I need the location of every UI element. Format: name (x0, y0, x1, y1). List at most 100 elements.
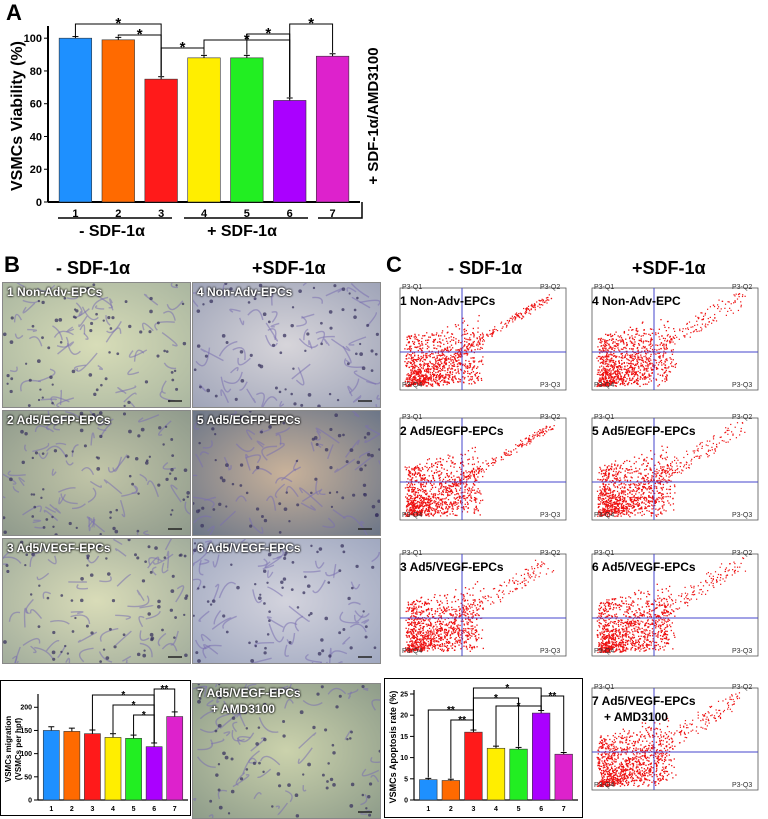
event (654, 504, 656, 507)
cell-nucleus (31, 456, 34, 460)
cell-process (315, 427, 340, 444)
event (405, 365, 408, 368)
cell-process (195, 347, 211, 367)
x-tick-label: 1 (49, 806, 53, 813)
event (425, 504, 427, 506)
event (648, 375, 651, 377)
event (610, 352, 612, 354)
event (449, 349, 452, 351)
cell-process (145, 610, 161, 620)
event (622, 509, 625, 512)
event (449, 346, 451, 348)
event (460, 342, 462, 344)
event (417, 489, 419, 492)
event (604, 339, 606, 341)
cell-nucleus (359, 467, 363, 472)
cell-nucleus (93, 392, 97, 397)
event (430, 384, 432, 387)
event (665, 367, 667, 369)
cell-nucleus (149, 296, 153, 301)
event (643, 497, 646, 499)
event (437, 497, 440, 499)
event (404, 487, 407, 489)
event (408, 504, 410, 506)
event (413, 363, 415, 365)
event (409, 346, 411, 349)
cell-nucleus (136, 529, 140, 533)
event (437, 370, 439, 372)
event (472, 489, 474, 492)
event (613, 485, 615, 487)
event (409, 348, 411, 350)
event (426, 462, 428, 465)
event (520, 318, 523, 320)
event (408, 474, 410, 477)
event (666, 467, 668, 470)
event (423, 497, 425, 499)
event (415, 480, 417, 482)
event (600, 342, 602, 344)
event (644, 506, 646, 508)
event (666, 320, 669, 323)
y-tick-label: 0 (36, 197, 42, 209)
event (619, 513, 621, 515)
cell-process (214, 684, 218, 688)
event (547, 296, 549, 299)
event (424, 498, 426, 501)
event (460, 473, 462, 476)
event (409, 375, 412, 377)
event (545, 300, 547, 302)
event (643, 346, 646, 348)
cell-nucleus (171, 509, 174, 512)
event (460, 461, 462, 464)
event (604, 497, 607, 499)
cell-process (329, 650, 348, 658)
event (411, 473, 414, 475)
cell-process (73, 364, 86, 372)
event (673, 337, 675, 339)
cell-nucleus (178, 554, 182, 557)
cell-nucleus (351, 586, 354, 590)
event (426, 363, 428, 365)
event (428, 354, 430, 357)
event (451, 378, 453, 380)
event (406, 380, 409, 383)
cell-nucleus (196, 309, 201, 313)
event (626, 371, 628, 373)
event (465, 470, 467, 472)
event (615, 385, 617, 387)
cell-nucleus (306, 332, 310, 336)
cell-process (49, 503, 61, 514)
event (665, 378, 668, 380)
event (427, 513, 430, 516)
event (641, 464, 643, 466)
event (602, 500, 605, 503)
event (633, 339, 636, 341)
event (672, 359, 674, 361)
event (463, 478, 465, 480)
event (446, 515, 448, 517)
event (417, 467, 420, 469)
event (643, 367, 645, 369)
event (424, 369, 426, 371)
cell-process (270, 292, 274, 306)
cell-nucleus (252, 708, 256, 713)
cell-process (78, 647, 94, 663)
event (460, 356, 462, 358)
event (468, 360, 470, 362)
event (439, 515, 442, 517)
event (413, 361, 415, 363)
event (450, 363, 452, 365)
event (425, 385, 427, 387)
event (447, 374, 450, 376)
event (525, 437, 527, 439)
event (643, 369, 645, 371)
event (526, 308, 528, 310)
cell-process (212, 583, 220, 602)
event (464, 349, 466, 351)
event (633, 462, 635, 465)
event (645, 487, 647, 490)
significance-marker: * (137, 26, 143, 43)
event (447, 358, 450, 360)
event (602, 495, 604, 497)
